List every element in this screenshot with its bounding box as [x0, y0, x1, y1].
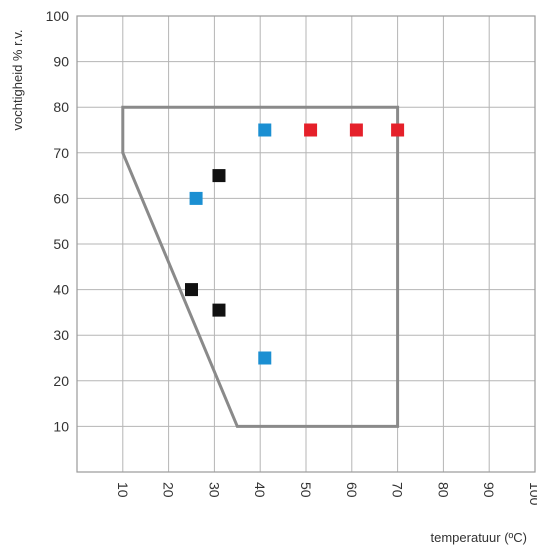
- x-tick-label: 50: [298, 482, 314, 498]
- y-tick-label: 10: [53, 418, 69, 434]
- data-points: [185, 123, 405, 365]
- y-tick-label: 80: [53, 99, 69, 115]
- y-tick-label: 60: [53, 190, 69, 206]
- data-point: [189, 191, 203, 205]
- data-point: [212, 169, 226, 183]
- x-axis-label: temperatuur (ºC): [431, 530, 528, 545]
- x-tick-label: 40: [252, 482, 268, 498]
- y-tick-label: 100: [46, 8, 70, 24]
- data-point: [185, 283, 198, 297]
- y-axis-label: vochtigheid % r.v.: [10, 30, 25, 131]
- x-tick-label: 80: [435, 482, 451, 498]
- data-point: [212, 303, 226, 317]
- y-tick-label: 50: [53, 236, 69, 252]
- y-tick-label: 90: [53, 54, 69, 70]
- y-tick-label: 40: [53, 282, 69, 298]
- data-point: [349, 123, 363, 137]
- data-point: [258, 123, 272, 137]
- x-tick-label: 10: [115, 482, 131, 498]
- plot-frame: [76, 15, 536, 473]
- x-tick-labels: 10 20 30 40 50 60 70 80 90 100: [115, 482, 537, 506]
- data-point: [258, 351, 272, 365]
- y-tick-label: 70: [53, 145, 69, 161]
- y-tick-label: 30: [53, 327, 69, 343]
- x-tick-label: 20: [161, 482, 177, 498]
- data-point: [391, 123, 405, 137]
- x-tick-label: 70: [390, 482, 406, 498]
- gridlines: [77, 16, 535, 472]
- operating-region: [121, 105, 400, 428]
- y-tick-labels: 10 20 30 40 50 60 70 80 90 100: [46, 8, 70, 434]
- x-tick-label: 100: [527, 482, 537, 506]
- y-tick-label: 20: [53, 373, 69, 389]
- x-tick-label: 60: [344, 482, 360, 498]
- x-tick-label: 30: [206, 482, 222, 498]
- data-point: [304, 123, 318, 137]
- x-tick-label: 90: [481, 482, 497, 498]
